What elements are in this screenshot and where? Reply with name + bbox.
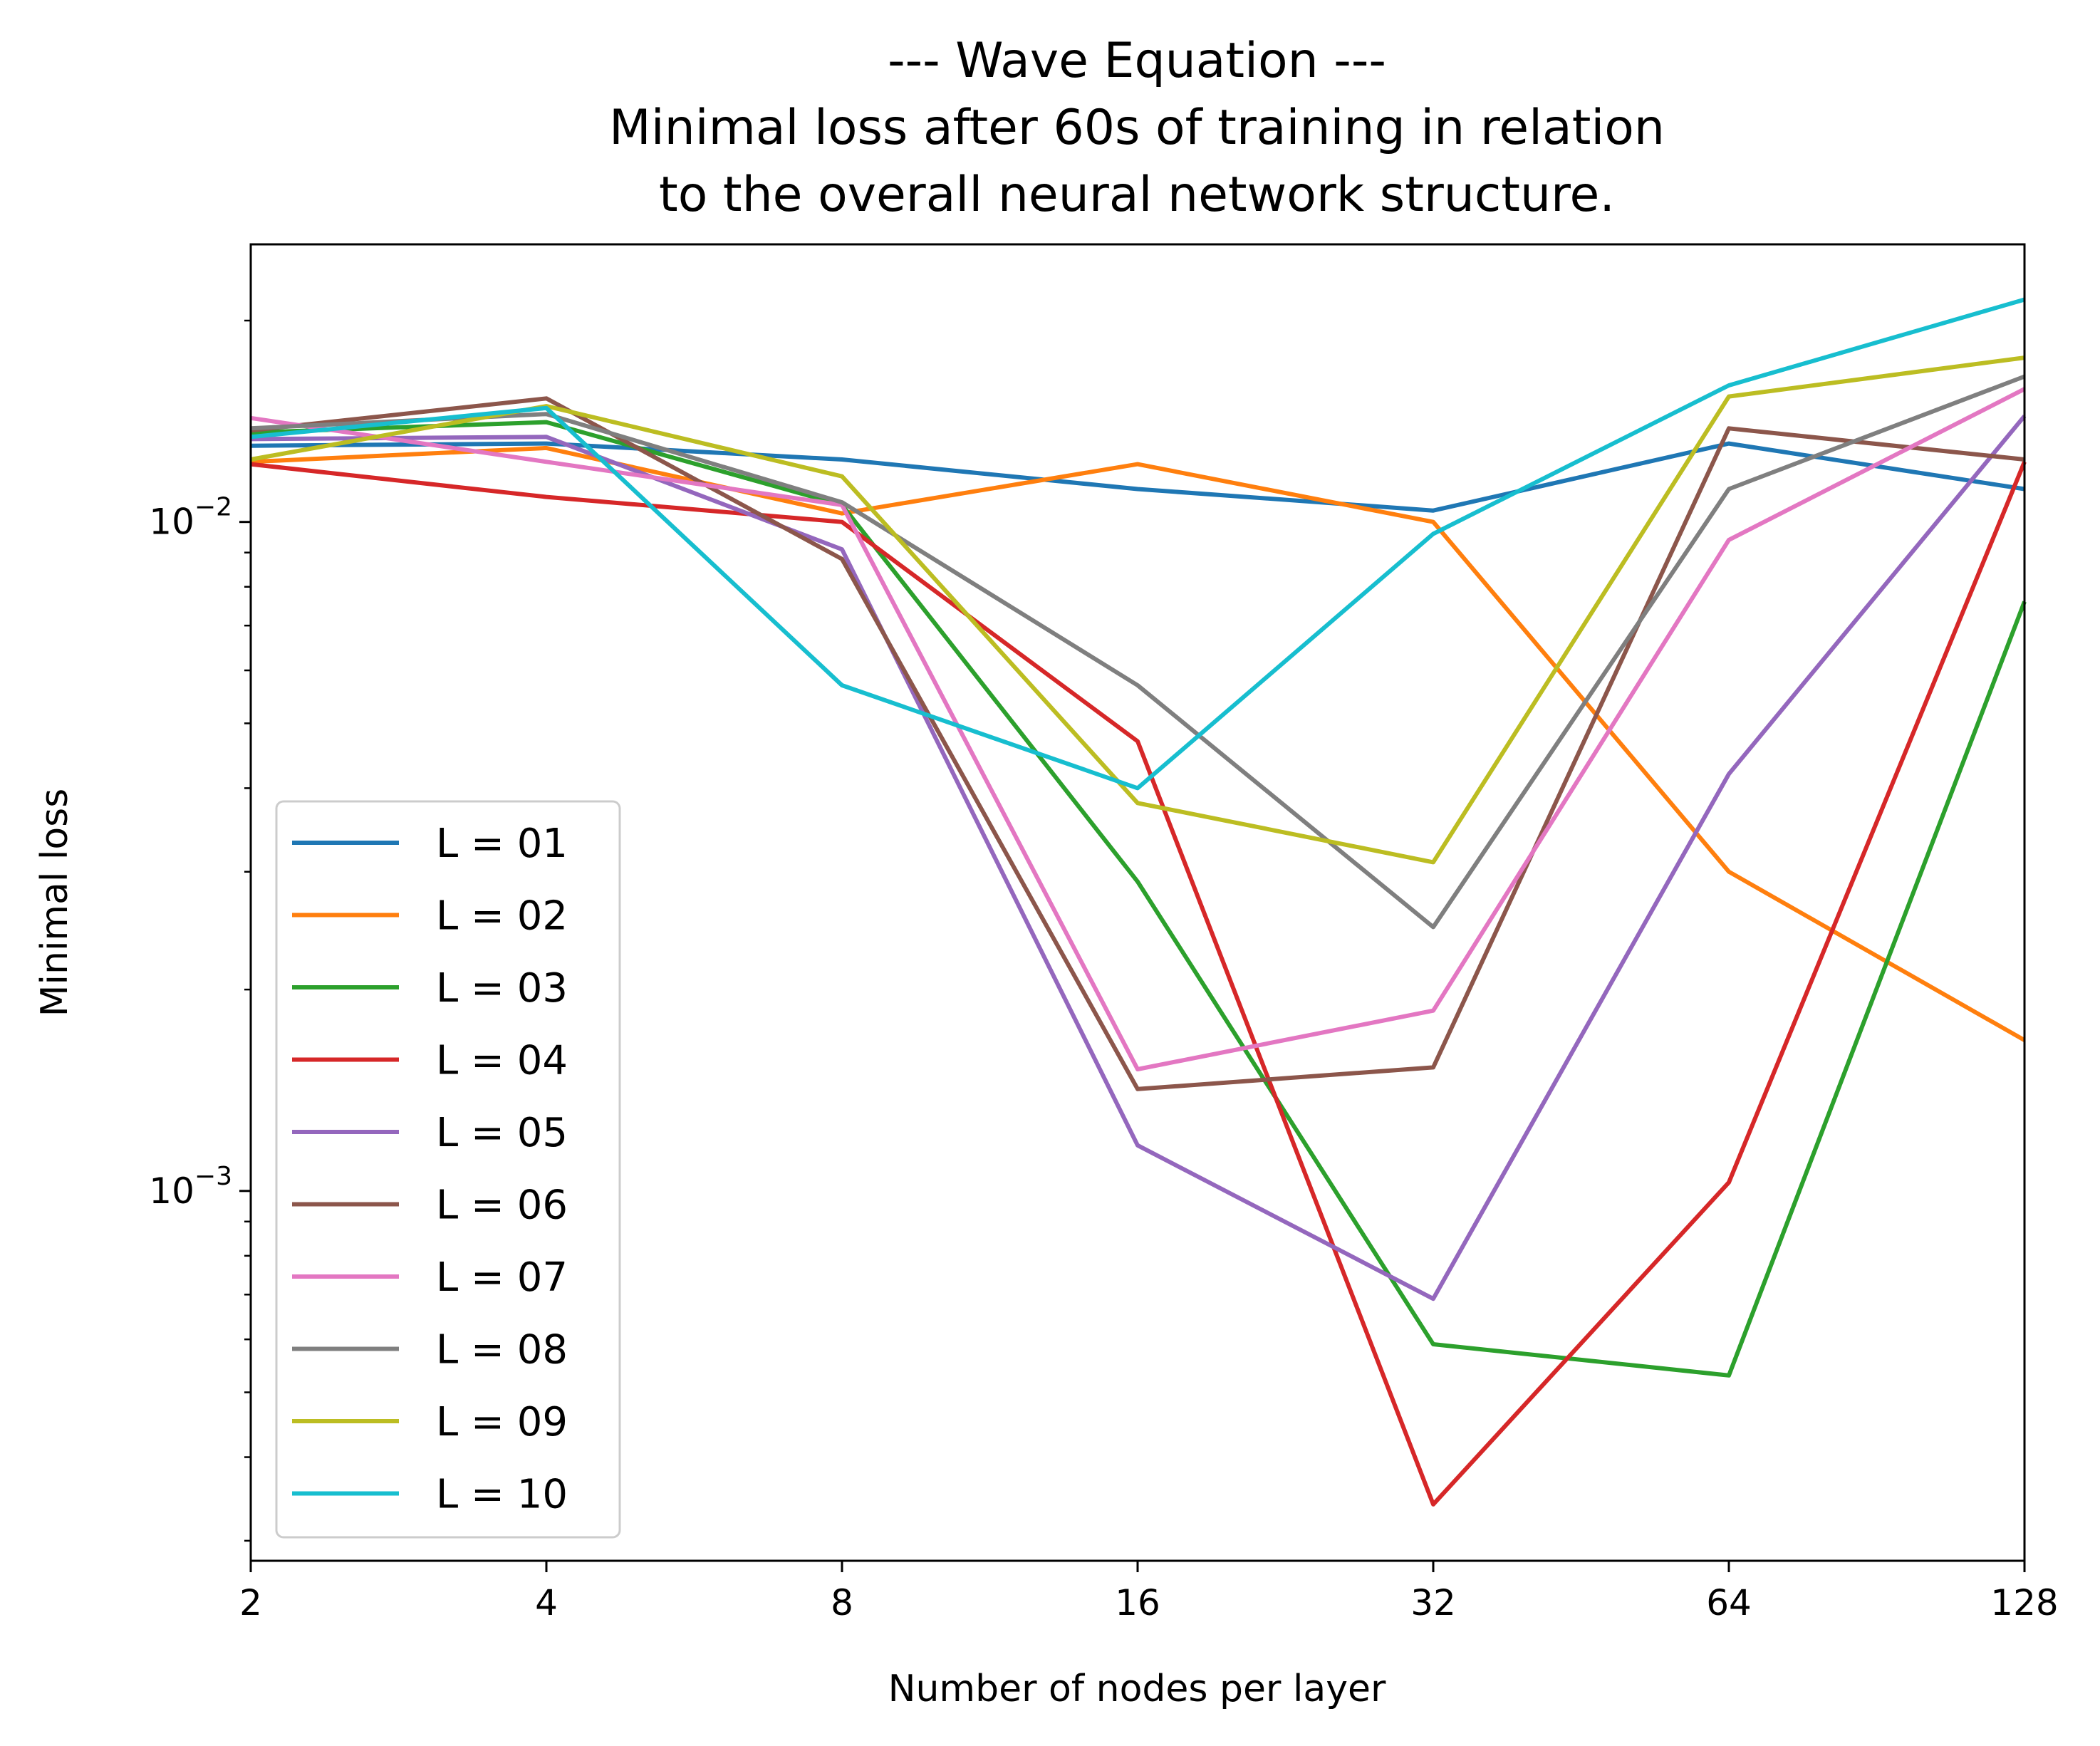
- x-tick-label: 2: [239, 1582, 262, 1623]
- x-tick-label: 4: [535, 1582, 558, 1623]
- y-major-ticks: 10−2 10−3: [149, 493, 251, 1212]
- x-ticks: 2 4 8 16 32 64 128: [239, 1561, 2059, 1623]
- chart-title-line-3: to the overall neural network structure.: [659, 167, 1615, 223]
- series-line-l-07: [250, 387, 2026, 1071]
- series-line-l-03: [250, 420, 2027, 1378]
- y-axis-label: Minimal loss: [33, 789, 76, 1017]
- series-line-l-05: [250, 415, 2027, 1301]
- y-tick-label: 10−2: [149, 493, 232, 543]
- series-line-l-04: [250, 461, 2027, 1507]
- x-tick-label: 32: [1410, 1582, 1456, 1623]
- y-tick-label: 10−3: [149, 1162, 232, 1212]
- legend-label-l-05: L = 05: [436, 1110, 568, 1156]
- x-axis-label: Number of nodes per layer: [888, 1668, 1386, 1710]
- legend-label-l-09: L = 09: [436, 1399, 568, 1445]
- chart-title-line-2: Minimal loss after 60s of training in re…: [609, 100, 1665, 156]
- series-line-l-02: [250, 445, 2026, 1042]
- legend-label-l-03: L = 03: [436, 965, 568, 1012]
- series-layer: [250, 297, 2027, 1507]
- legend-label-l-08: L = 08: [436, 1327, 568, 1373]
- chart-title-line-1: --- Wave Equation ---: [888, 33, 1386, 89]
- x-tick-label: 16: [1115, 1582, 1160, 1623]
- series-line-l-01: [250, 441, 2025, 513]
- legend-label-l-02: L = 02: [436, 893, 568, 940]
- x-tick-label: 8: [831, 1582, 853, 1623]
- x-tick-label: 128: [1990, 1582, 2058, 1623]
- chart-title: --- Wave Equation --- Minimal loss after…: [609, 33, 1665, 223]
- legend-entries: L = 01 L = 02 L = 03 L = 04 L = 05 L = 06 L = …: [292, 821, 568, 1518]
- legend-label-l-06: L = 06: [436, 1183, 568, 1229]
- legend-label-l-01: L = 01: [436, 821, 568, 867]
- series-line-l-08: [250, 374, 2026, 930]
- x-tick-label: 64: [1706, 1582, 1752, 1623]
- legend-label-l-04: L = 04: [436, 1038, 568, 1084]
- y-minor-ticks: [244, 319, 251, 1542]
- legend-label-l-10: L = 10: [436, 1472, 568, 1518]
- legend: L = 01 L = 02 L = 03 L = 04 L = 05 L = 06 L = …: [275, 800, 621, 1539]
- series-line-l-06: [250, 396, 2025, 1091]
- legend-label-l-07: L = 07: [436, 1254, 568, 1301]
- series-line-l-10: [250, 297, 2025, 791]
